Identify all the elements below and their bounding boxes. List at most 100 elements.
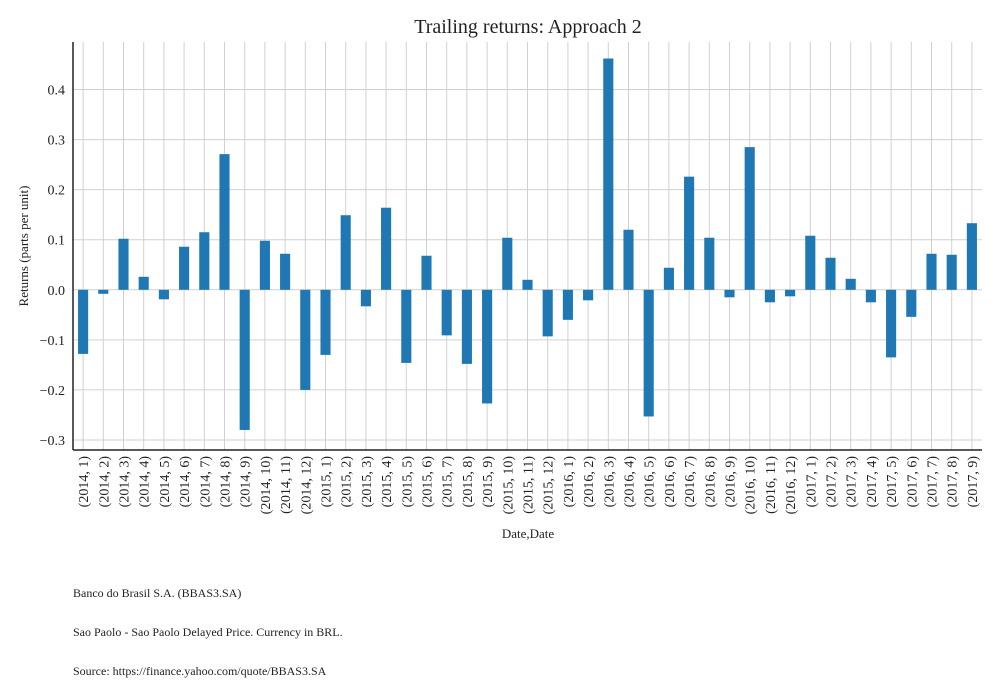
bars — [78, 58, 977, 430]
y-tick-label: 0.3 — [48, 134, 66, 149]
bar — [502, 237, 513, 290]
bar — [623, 229, 634, 290]
bar — [340, 215, 351, 290]
footer-exchange: Sao Paolo - Sao Paolo Delayed Price. Cur… — [73, 625, 343, 639]
x-tick-label: (2017, 2) — [825, 456, 840, 508]
x-tick-label: (2014, 11) — [279, 456, 294, 514]
x-tick-label: (2014, 7) — [198, 456, 213, 508]
x-tick-label: (2015, 8) — [461, 456, 476, 508]
bar — [522, 279, 533, 290]
y-tick-label: 0.0 — [48, 284, 66, 299]
x-tick-label: (2016, 12) — [784, 456, 799, 515]
x-tick-label: (2015, 5) — [400, 456, 415, 508]
y-tick-label: 0.1 — [48, 234, 66, 249]
bar — [320, 289, 331, 355]
x-tick-label: (2015, 1) — [320, 456, 335, 508]
x-tick-labels: (2014, 1) (2014, 2) (2014, 3) (2014, 4) (201… — [77, 456, 981, 515]
x-tick-label: (2014, 5) — [158, 456, 173, 508]
x-tick-label: (2014, 2) — [97, 456, 112, 508]
bar — [684, 176, 695, 290]
bar — [461, 289, 472, 364]
footer-source: Source: https://finance.yahoo.com/quote/… — [73, 664, 327, 678]
bar — [562, 289, 573, 320]
bar-chart: Trailing returns: Approach 2 0.40.30.20.… — [16, 16, 982, 541]
grid-lines — [73, 42, 982, 450]
chart-title: Trailing returns: Approach 2 — [414, 16, 642, 38]
x-tick-label: (2016, 9) — [724, 456, 739, 508]
bar — [158, 289, 169, 300]
bar — [966, 223, 977, 290]
bar — [300, 289, 311, 390]
x-tick-label: (2017, 9) — [966, 456, 981, 508]
bar — [724, 289, 735, 298]
bar — [805, 235, 816, 290]
x-tick-label: (2015, 3) — [360, 456, 375, 508]
bar — [825, 257, 836, 290]
x-tick-label: (2016, 6) — [663, 456, 678, 508]
x-tick-label: (2015, 10) — [501, 456, 516, 515]
x-tick-label: (2015, 9) — [481, 456, 496, 508]
bar — [259, 240, 270, 290]
bar — [785, 289, 796, 297]
y-tick-label: 0.4 — [48, 84, 66, 99]
bar — [744, 147, 755, 290]
bar — [381, 207, 392, 290]
x-tick-label: (2014, 12) — [299, 456, 314, 515]
bar — [360, 289, 371, 307]
bar — [421, 255, 432, 290]
x-tick-label: (2015, 11) — [522, 456, 537, 514]
bar — [583, 289, 594, 301]
bar — [946, 254, 957, 290]
axes — [72, 42, 982, 451]
bar — [926, 253, 937, 290]
x-tick-label: (2014, 1) — [77, 456, 92, 508]
x-tick-label: (2016, 5) — [643, 456, 658, 508]
bar — [179, 246, 190, 290]
bar — [441, 289, 452, 336]
x-tick-label: (2017, 8) — [946, 456, 961, 508]
bar — [704, 237, 715, 290]
x-tick-label: (2015, 4) — [380, 456, 395, 508]
x-tick-label: (2016, 10) — [744, 456, 759, 515]
bar — [906, 289, 917, 317]
y-axis-label: Returns (parts per unit) — [16, 186, 31, 307]
bar — [886, 289, 897, 358]
bar — [199, 232, 210, 290]
bar — [643, 289, 654, 417]
x-tick-label: (2017, 7) — [926, 456, 941, 508]
bar — [603, 58, 614, 290]
x-axis-label: Date,Date — [502, 526, 555, 541]
x-tick-label: (2016, 11) — [764, 456, 779, 514]
x-tick-label: (2016, 1) — [562, 456, 577, 508]
x-tick-label: (2014, 6) — [178, 456, 193, 508]
x-tick-label: (2015, 12) — [542, 456, 557, 515]
bar — [280, 253, 291, 290]
x-tick-label: (2014, 8) — [219, 456, 234, 508]
footer-company: Banco do Brasil S.A. (BBAS3.SA) — [73, 586, 242, 600]
bar — [865, 289, 876, 303]
bar — [663, 267, 674, 290]
x-tick-label: (2017, 4) — [865, 456, 880, 508]
x-tick-label: (2015, 7) — [441, 456, 456, 508]
y-tick-labels: 0.4 0.3 0.2 0.1 0.0 −0.1 −0.2 −0.3 — [40, 84, 65, 449]
x-tick-label: (2014, 10) — [259, 456, 274, 515]
bar — [219, 154, 230, 290]
y-tick-label: −0.1 — [40, 334, 65, 349]
bar — [138, 276, 149, 290]
x-tick-label: (2017, 6) — [905, 456, 920, 508]
x-tick-label: (2016, 2) — [582, 456, 597, 508]
x-tick-label: (2014, 4) — [138, 456, 153, 508]
y-tick-label: −0.2 — [40, 384, 65, 399]
bar — [845, 278, 856, 290]
x-tick-label: (2016, 4) — [623, 456, 638, 508]
bar — [239, 289, 250, 430]
x-tick-label: (2017, 3) — [845, 456, 860, 508]
x-tick-label: (2017, 1) — [804, 456, 819, 508]
bar — [401, 289, 412, 363]
x-tick-label: (2015, 6) — [421, 456, 436, 508]
bar — [78, 289, 89, 354]
x-tick-label: (2014, 3) — [118, 456, 133, 508]
bar — [764, 289, 775, 303]
bar — [118, 238, 129, 290]
x-tick-label: (2016, 8) — [703, 456, 718, 508]
